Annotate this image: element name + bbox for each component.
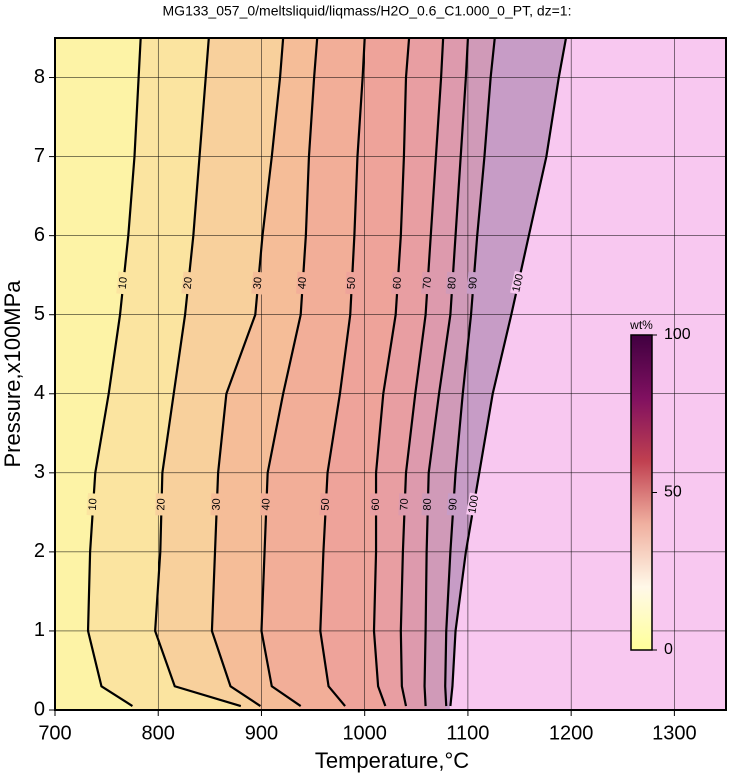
contour-label: 20 [182, 276, 195, 289]
y-tick-label: 5 [34, 303, 45, 325]
contour-label-group: 100 [510, 271, 527, 296]
colorbar-tick-label: 0 [664, 641, 673, 658]
contour-label: 30 [252, 276, 265, 289]
contour-label: 30 [211, 498, 223, 511]
colorbar [630, 334, 653, 651]
contour-label-bg [296, 271, 310, 295]
colorbar-tick-label: 100 [664, 326, 691, 343]
contour-label-group: 10 [86, 493, 100, 516]
contour-label-group: 20 [181, 271, 196, 295]
contour-label-group: 50 [319, 493, 333, 516]
contour-label-group: 90 [466, 271, 481, 295]
contour-label: 50 [345, 277, 358, 290]
contour-label-group: 40 [296, 271, 310, 295]
contour-line [444, 38, 496, 707]
contour-label: 100 [466, 494, 481, 514]
contour-line [210, 38, 285, 707]
contour-line [319, 38, 366, 707]
contour-label: 90 [467, 277, 480, 290]
contour-label: 100 [510, 273, 526, 294]
y-tick-label: 8 [34, 66, 45, 88]
contour-line [423, 38, 470, 707]
y-axis-label: Pressure,x100MPa [0, 280, 25, 468]
y-tick-label: 3 [34, 461, 45, 483]
contour-line [399, 38, 445, 707]
contour-label-group: 70 [420, 271, 435, 295]
contour-label-bg [116, 271, 131, 295]
contour-line [154, 38, 242, 708]
contour-label: 90 [447, 498, 460, 511]
contour-label-bg [446, 493, 461, 516]
contour-label-group: 60 [370, 493, 383, 516]
contour-label-bg [259, 493, 273, 516]
x-tick-label: 1300 [652, 722, 697, 744]
contour-label-bg [420, 271, 435, 295]
contour-label: 10 [87, 498, 100, 511]
contour-label: 70 [421, 277, 434, 290]
contour-label-group: 60 [391, 271, 405, 295]
contour-label-group: 70 [398, 493, 412, 516]
colorbar-label: wt% [629, 318, 653, 332]
contour-label-group: 20 [155, 493, 168, 516]
contour-line [260, 38, 319, 707]
x-tick-label: 700 [38, 722, 71, 744]
contour-label-bg [181, 271, 196, 295]
contour-label: 50 [319, 498, 332, 511]
contour-label-group: 80 [421, 493, 435, 516]
contour-label: 70 [398, 498, 410, 511]
contour-label-bg [421, 493, 435, 516]
x-tick-label: 800 [142, 722, 175, 744]
contour-line [449, 38, 568, 707]
overlay: 700 800 900 1000 1100 1200 1300 0 1 2 3 4 5 6 7 8 wt% 0 50… [34, 37, 727, 744]
contour-label-group: 80 [445, 271, 460, 295]
contour-label-bg [345, 271, 359, 295]
contour-label-bg [319, 493, 333, 516]
contour-label-bg [86, 493, 100, 516]
contour-label-bg [510, 271, 527, 296]
contour-label-bg [155, 493, 168, 516]
plot-frame [54, 37, 727, 711]
contour-label: 20 [155, 498, 167, 511]
contour-label: 60 [370, 498, 382, 510]
contour-label-bg [466, 492, 482, 517]
x-tick-label: 1000 [342, 722, 387, 744]
y-tick-label: 1 [34, 619, 45, 641]
contour-label-group: 90 [446, 493, 461, 516]
contour-label-group: 30 [251, 271, 266, 295]
contour-line [372, 38, 411, 707]
colorbar-tick-label: 50 [664, 484, 682, 501]
contour-label-bg [391, 271, 405, 295]
contour-label-bg [251, 271, 266, 295]
contour-label-group: 30 [210, 493, 224, 516]
y-tick-label: 6 [34, 224, 45, 246]
y-tick-label: 0 [34, 698, 45, 720]
y-tick-label: 2 [34, 540, 45, 562]
plot-area: 10 10 20 20 30 30 40 40 50 50 60 60 70 70 80 80 90 90 100 1… [55, 38, 726, 710]
contour-label-group: 50 [345, 271, 359, 295]
contour-label-group: 100 [466, 492, 482, 517]
x-tick-label: 1100 [446, 722, 489, 744]
contour-label-bg [466, 271, 481, 295]
y-tick-label: 4 [34, 382, 45, 404]
contour-label-bg [210, 493, 224, 516]
contour-label: 40 [260, 498, 272, 511]
chart-title: MG133_057_0/meltsliquid/liqmass/H2O_0.6_… [163, 3, 572, 19]
contour-label-bg [445, 271, 460, 295]
x-tick-label: 900 [245, 722, 278, 744]
contour-label-group: 40 [259, 493, 273, 516]
x-tick-label: 1200 [549, 722, 594, 744]
contour-label: 60 [391, 277, 404, 290]
contour-label: 40 [296, 277, 309, 290]
x-axis-label: Temperature,°C [315, 748, 469, 773]
contour-label-bg [398, 493, 412, 516]
contour-line [86, 38, 142, 707]
contour-label-group: 10 [116, 271, 131, 295]
contour-label: 80 [446, 277, 459, 290]
contour-label: 80 [422, 498, 434, 511]
contour-label-bg [370, 493, 383, 516]
y-tick-label: 7 [34, 145, 45, 167]
contour-label: 10 [117, 276, 130, 289]
